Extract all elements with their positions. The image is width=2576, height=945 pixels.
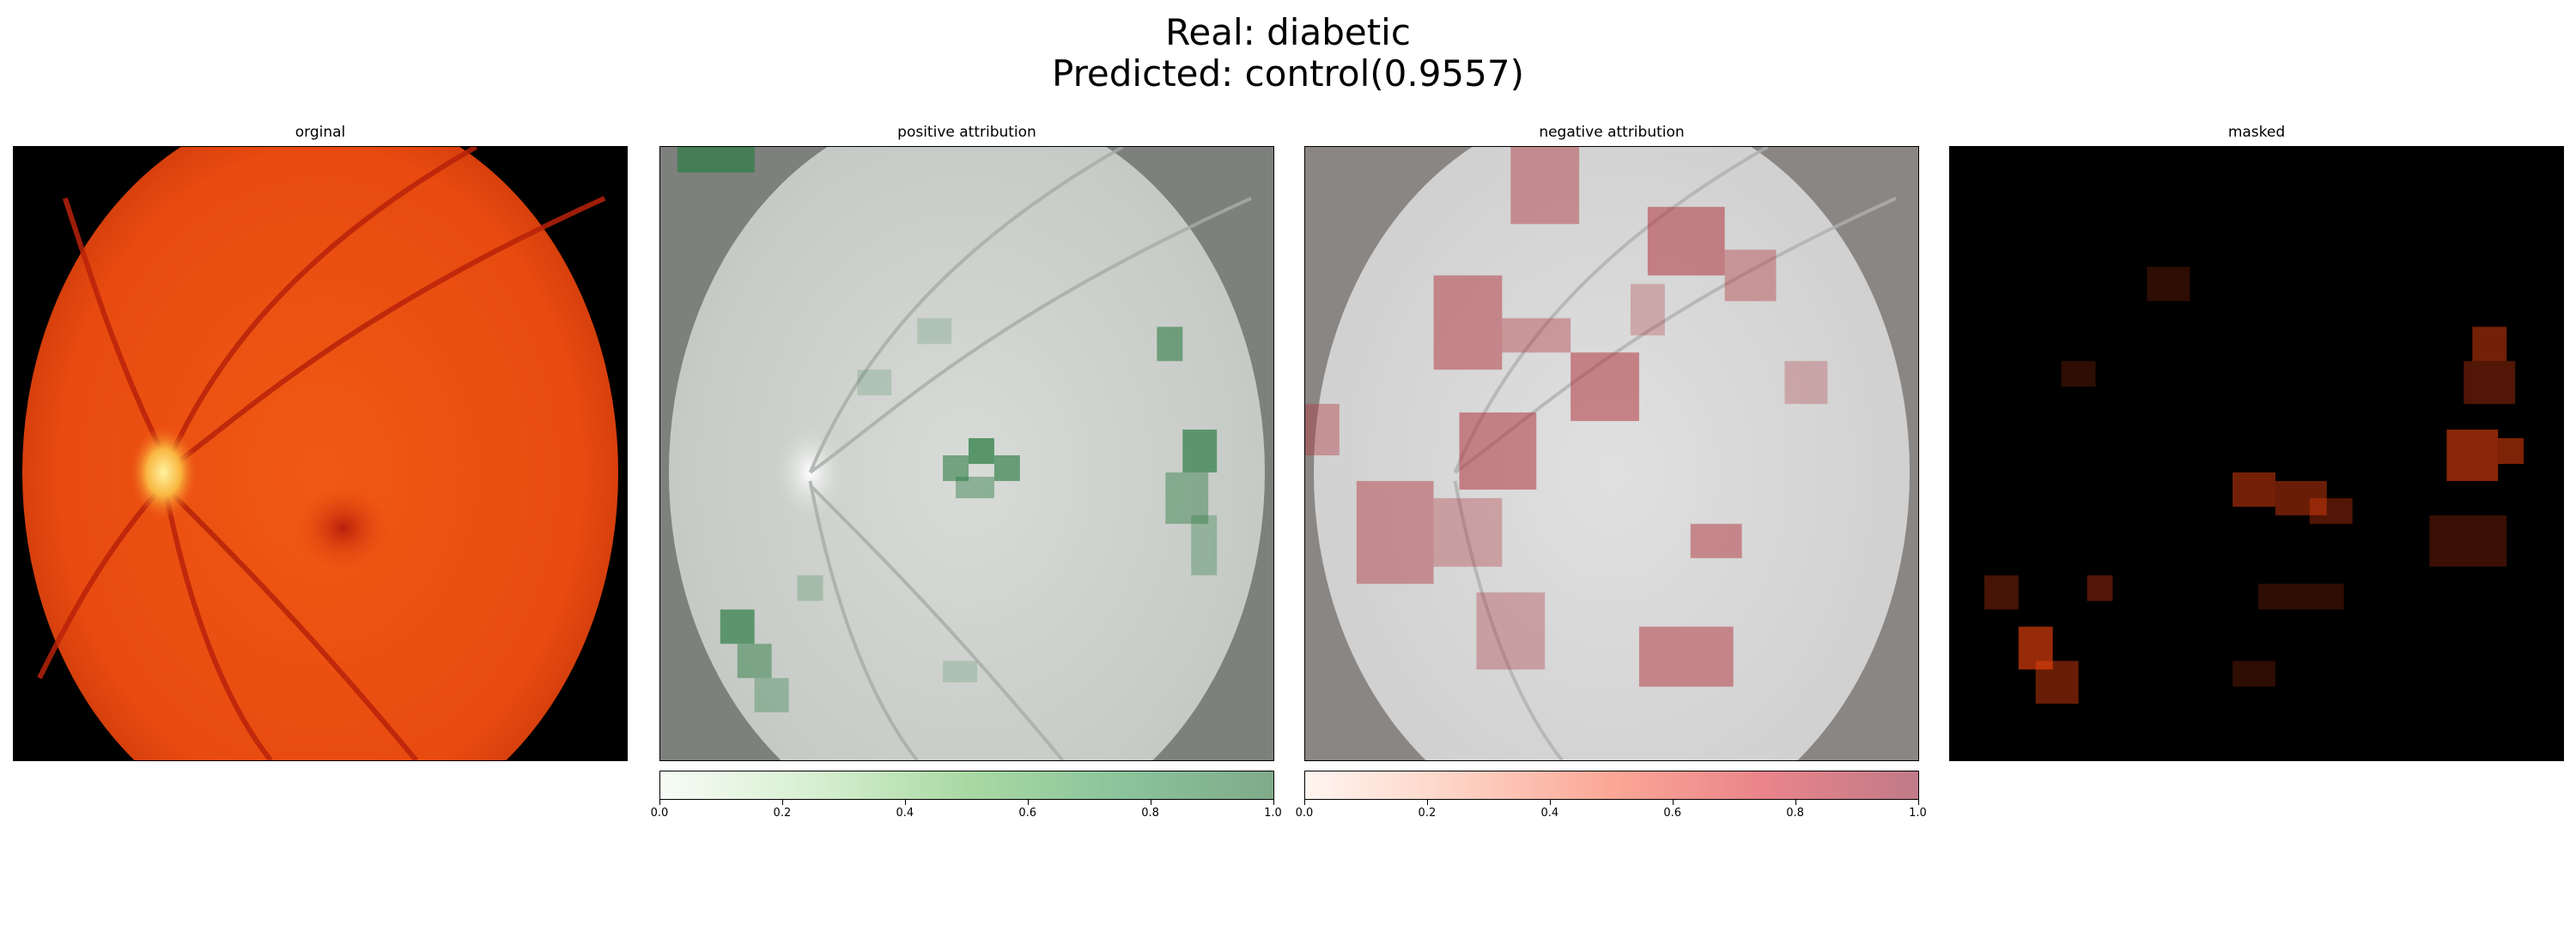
fundus-photo — [14, 147, 627, 760]
positive-colorbar-tick-mark — [781, 799, 783, 805]
title-predicted: Predicted: control(0.9557) — [1052, 52, 1524, 94]
negative-colorbar-tick-mark — [1304, 799, 1305, 805]
negative-colorbar-tick-mark — [1426, 799, 1428, 805]
negative-colorbar-tick-mark — [1795, 799, 1796, 805]
positive-colorbar-tick-label: 0.8 — [1141, 807, 1159, 820]
negative-colorbar-tick-mark — [1917, 799, 1919, 805]
panel-title-masked: masked — [2227, 124, 2286, 141]
negative-colorbar-tick-label: 0.0 — [1295, 807, 1314, 820]
negative-colorbar-tick-label: 0.6 — [1663, 807, 1682, 820]
positive-colorbar-tick-label: 0.2 — [773, 807, 792, 820]
masked-overlay — [1950, 147, 2563, 760]
positive-colorbar-tick-label: 0.6 — [1018, 807, 1037, 820]
negative-colorbar-tick-mark — [1549, 799, 1551, 805]
positive-colorbar-tick-mark — [1273, 799, 1274, 805]
panel-title-negative: negative attribution — [1539, 124, 1685, 141]
negative-attribution-overlay — [1305, 147, 1918, 760]
negative-colorbar-tick-mark — [1672, 799, 1674, 805]
title-real: Real: diabetic — [1165, 11, 1411, 53]
panel-title-positive: positive attribution — [897, 124, 1036, 141]
negative-colorbar-tick-label: 0.8 — [1786, 807, 1804, 820]
positive-colorbar-tick-label: 1.0 — [1264, 807, 1282, 820]
positive-colorbar-tick-label: 0.0 — [650, 807, 669, 820]
negative-colorbar — [1304, 771, 1919, 800]
masked-image — [1949, 146, 2564, 761]
negative-colorbar-tick-label: 0.2 — [1418, 807, 1437, 820]
negative-colorbar-tick-label: 0.4 — [1540, 807, 1559, 820]
original-image — [13, 146, 628, 761]
panel-title-original: orginal — [295, 124, 346, 141]
positive-attribution-overlay — [660, 147, 1273, 760]
figure-title: Real: diabetic Predicted: control(0.9557… — [0, 12, 2576, 94]
positive-attribution-map — [659, 146, 1274, 761]
positive-colorbar-tick-mark — [904, 799, 906, 805]
positive-colorbar — [659, 771, 1274, 800]
positive-colorbar-tick-mark — [659, 799, 660, 805]
negative-colorbar-tick-label: 1.0 — [1909, 807, 1927, 820]
positive-colorbar-tick-mark — [1027, 799, 1029, 805]
negative-attribution-map — [1304, 146, 1919, 761]
positive-colorbar-tick-label: 0.4 — [896, 807, 914, 820]
